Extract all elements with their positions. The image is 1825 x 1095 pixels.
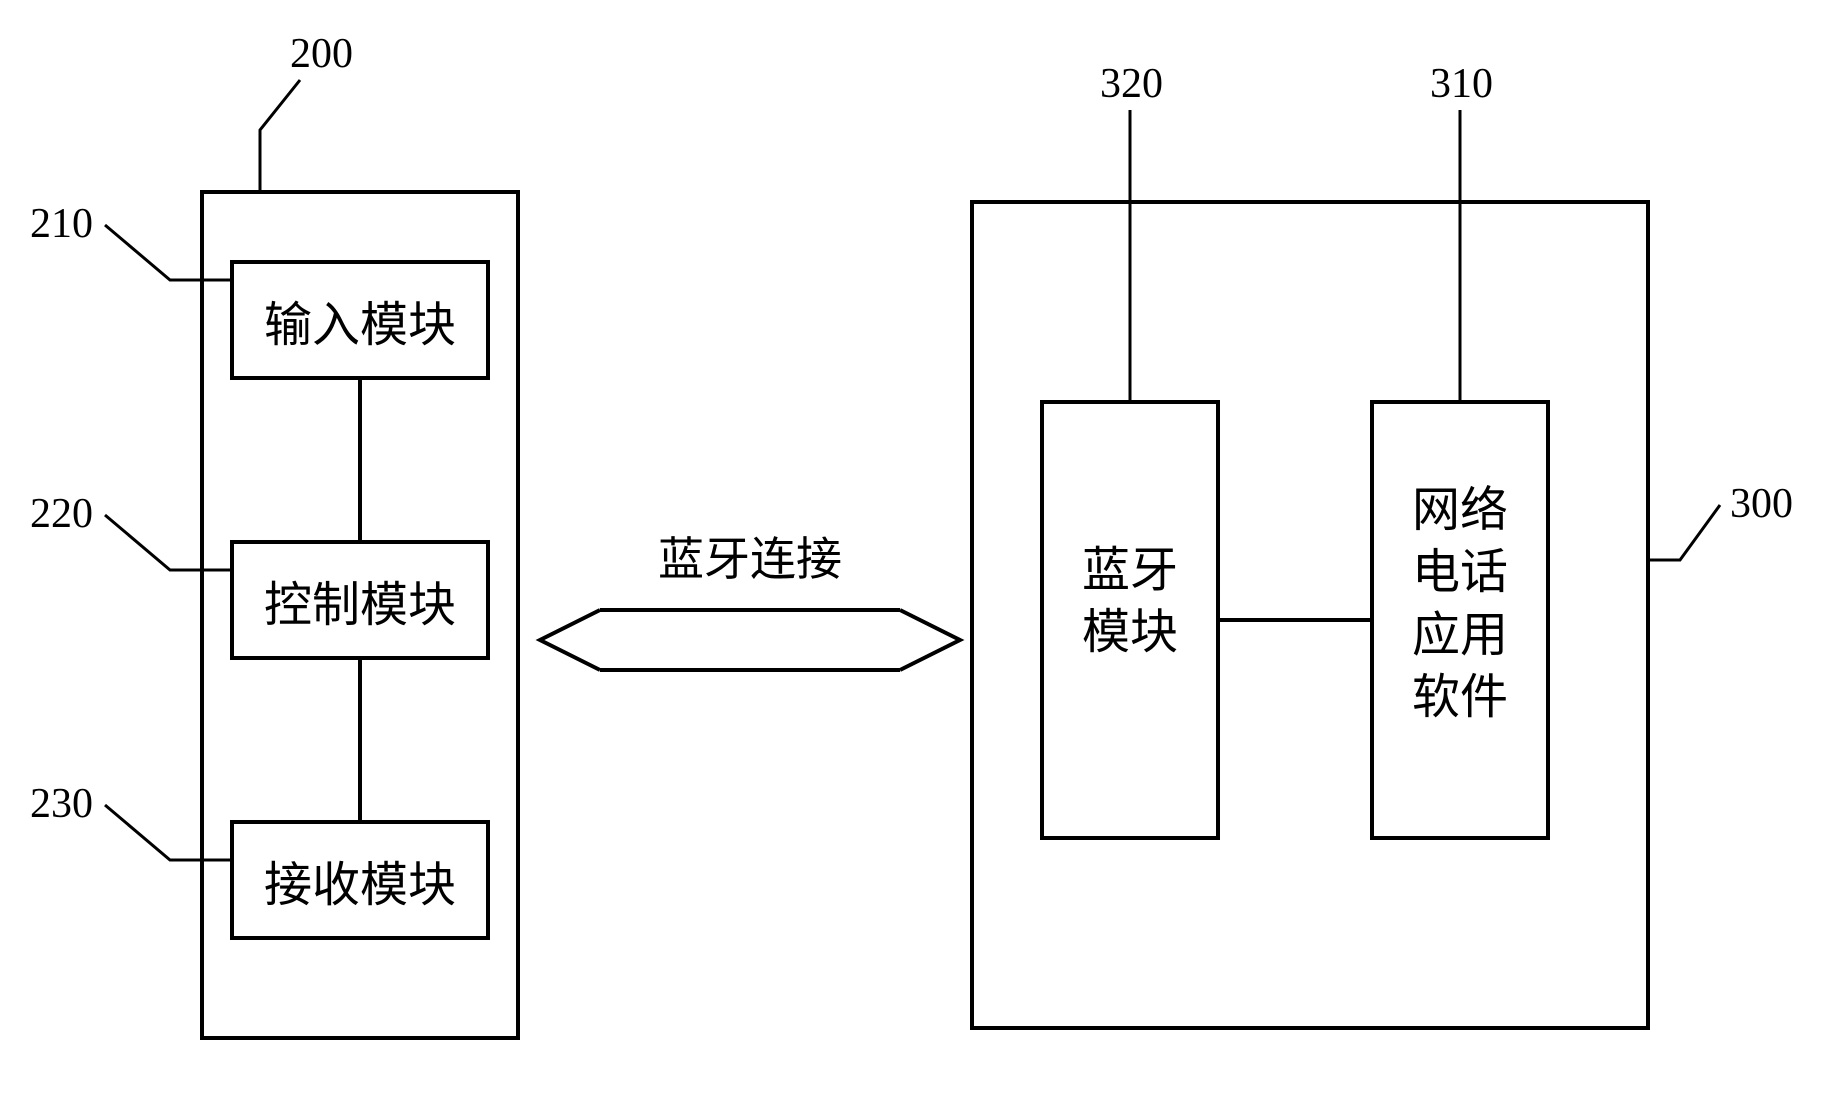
leader-300	[1650, 505, 1720, 560]
bluetooth-connection-arrow	[540, 610, 960, 670]
leader-210	[105, 225, 230, 280]
leader-230	[105, 805, 230, 860]
connectors-svg	[0, 0, 1825, 1095]
leader-200	[260, 80, 300, 190]
leader-220	[105, 515, 230, 570]
diagram-canvas: 200 210 220 230 320 310 300 输入模块 控制模块 接收…	[0, 0, 1825, 1095]
